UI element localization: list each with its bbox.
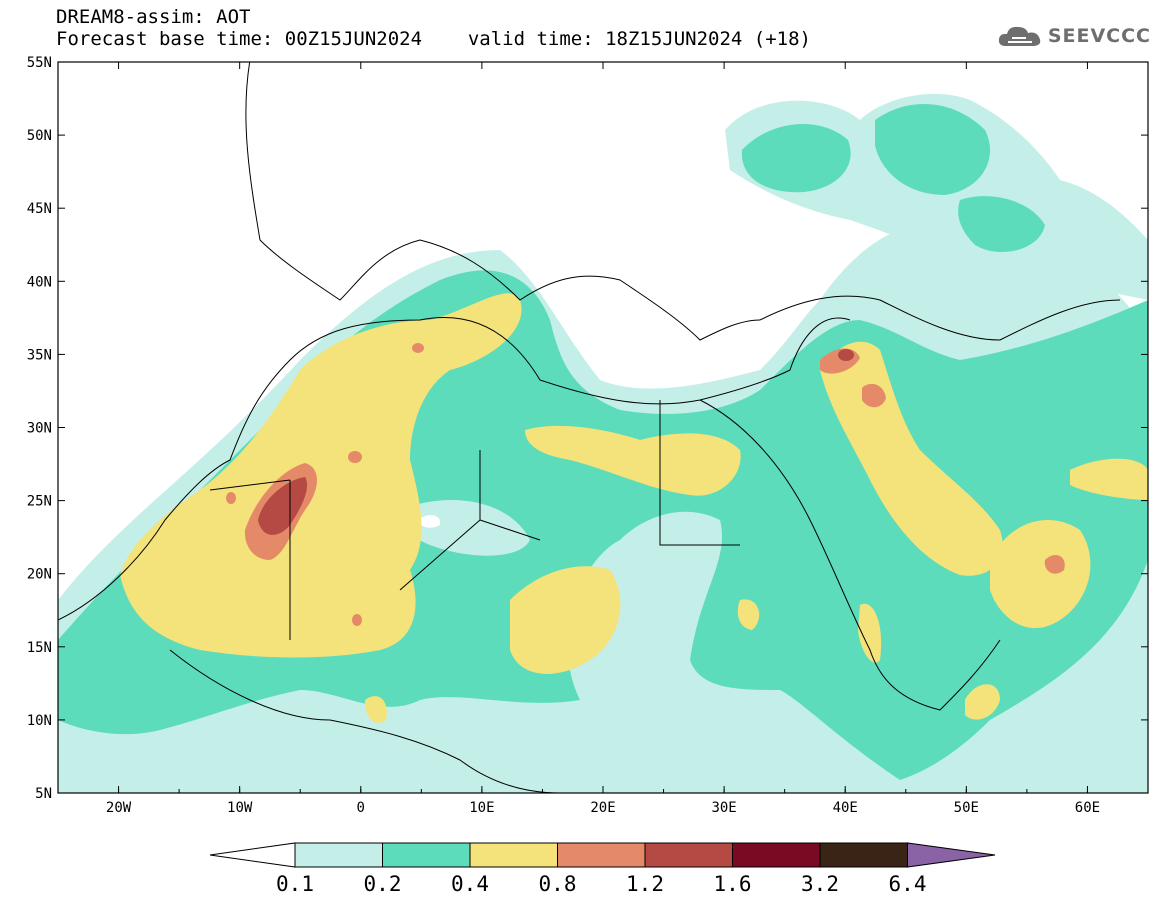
latitude-axis: 55N 50N 45N 40N 35N 30N 25N 20N 15N 10N 5N — [27, 55, 1148, 802]
coastlines — [58, 62, 1121, 793]
lon-label: 20W — [106, 800, 132, 816]
colorbar-segment — [557, 842, 646, 868]
lat-label: 50N — [27, 128, 52, 144]
model-title: DREAM8-assim: AOT — [56, 6, 251, 28]
lon-label: 0 — [357, 800, 365, 816]
lat-label: 55N — [27, 55, 52, 71]
colorbar-tick-label: 0.1 — [276, 872, 314, 896]
lon-label: 20E — [590, 800, 615, 816]
colorbar-tick-label: 1.6 — [714, 872, 752, 896]
longitude-axis: 20W 10W 0 10E 20E 30E 40E 50E 60E — [57, 62, 1149, 816]
lon-label: 60E — [1075, 800, 1100, 816]
colorbar-left-extend — [209, 842, 296, 868]
lat-label: 5N — [35, 786, 52, 802]
lon-label: 10W — [227, 800, 253, 816]
colorbar-segment — [382, 842, 471, 868]
colorbar-tick-label: 6.4 — [889, 872, 927, 896]
base-time: Forecast base time: 00Z15JUN2024 — [56, 28, 423, 50]
colorbar-segment — [732, 842, 821, 868]
valid-time: valid time: 18Z15JUN2024 (+18) — [467, 28, 811, 50]
brand-name: SEEVCCC — [1047, 25, 1151, 47]
lon-label: 50E — [954, 800, 979, 816]
lat-label: 10N — [27, 713, 52, 729]
colorbar-segment — [294, 842, 383, 868]
aot-colorbar: 0.1 0.2 0.4 0.8 1.2 1.6 3.2 6.4 — [209, 842, 996, 896]
lat-label: 30N — [27, 421, 52, 437]
aot-field — [58, 93, 1148, 793]
colorbar-tick-label: 0.2 — [364, 872, 402, 896]
map-header: DREAM8-assim: AOT Forecast base time: 00… — [56, 6, 811, 50]
lat-label: 20N — [27, 567, 52, 583]
lon-label: 30E — [711, 800, 736, 816]
lat-label: 25N — [27, 494, 52, 510]
lon-label: 10E — [469, 800, 494, 816]
colorbar-segment — [469, 842, 558, 868]
lat-label: 45N — [27, 201, 52, 217]
cloud-logo-icon — [998, 26, 1041, 46]
colorbar-segment — [819, 842, 908, 868]
brand-logo: SEEVCCC — [996, 22, 1151, 50]
colorbar-right-extend — [907, 842, 996, 868]
time-line: Forecast base time: 00Z15JUN2024 valid t… — [56, 28, 811, 50]
colorbar-tick-label: 1.2 — [626, 872, 664, 896]
lat-label: 35N — [27, 347, 52, 363]
colorbar-tick-label: 0.8 — [539, 872, 577, 896]
lat-label: 40N — [27, 274, 52, 290]
lat-label: 15N — [27, 640, 52, 656]
colorbar-tick-label: 3.2 — [801, 872, 839, 896]
colorbar-tick-label: 0.4 — [451, 872, 489, 896]
lon-label: 40E — [833, 800, 858, 816]
colorbar-segment — [644, 842, 733, 868]
